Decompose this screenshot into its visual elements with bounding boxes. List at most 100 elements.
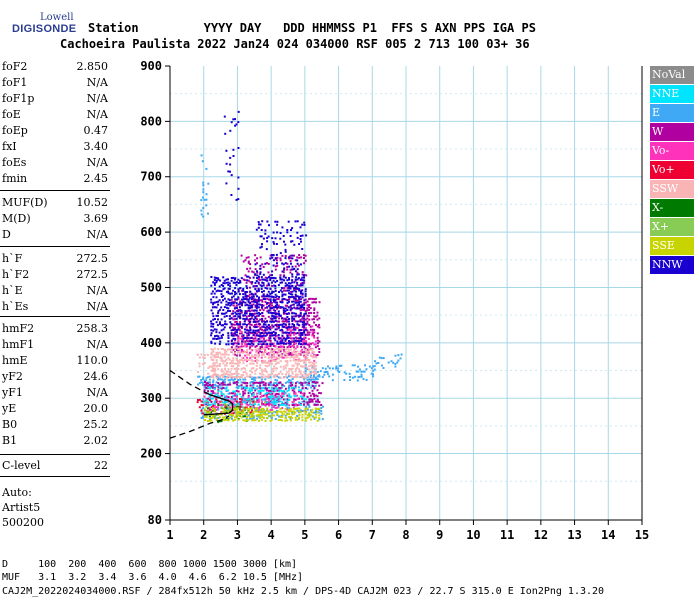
echo-point: [223, 297, 226, 300]
echo-point: [240, 398, 243, 401]
echo-point: [286, 376, 289, 379]
echo-point: [262, 359, 265, 362]
echo-point: [220, 413, 223, 416]
echo-point: [218, 289, 221, 292]
echo-point: [284, 356, 287, 359]
echo-point: [247, 396, 250, 399]
echo-point: [306, 408, 309, 411]
echo-point: [276, 351, 279, 354]
echo-point: [249, 373, 252, 376]
echo-point: [274, 381, 277, 384]
echo-point: [286, 354, 289, 356]
echo-point: [281, 295, 284, 298]
echo-point: [250, 394, 253, 397]
echo-point: [303, 336, 306, 339]
echo-point: [354, 375, 356, 378]
echo-point: [279, 237, 282, 240]
echo-point: [227, 383, 230, 386]
echo-point: [274, 293, 277, 296]
echo-point: [296, 284, 299, 286]
echo-point: [272, 353, 275, 356]
echo-point: [233, 378, 236, 381]
echo-point: [244, 291, 247, 293]
echo-point: [284, 282, 287, 285]
echo-point: [260, 276, 263, 279]
echo-point: [293, 392, 296, 395]
echo-point: [322, 405, 324, 408]
echo-point: [232, 155, 235, 157]
echo-point: [288, 318, 291, 321]
echo-point: [274, 332, 277, 335]
echo-point: [252, 318, 255, 321]
echo-point: [318, 351, 321, 353]
echo-point: [277, 348, 280, 351]
echo-point: [272, 330, 275, 333]
echo-point: [300, 291, 302, 293]
echo-point: [256, 348, 259, 351]
echo-point: [232, 276, 235, 279]
echo-point: [247, 329, 250, 332]
echo-point: [217, 390, 220, 393]
echo-point: [299, 309, 302, 312]
echo-point: [282, 263, 285, 266]
echo-point: [220, 293, 223, 296]
echo-point: [274, 268, 277, 271]
echo-point: [235, 304, 238, 307]
echo-point: [265, 370, 268, 373]
echo-point: [294, 312, 297, 315]
echo-point: [247, 260, 250, 263]
echo-point: [288, 256, 291, 259]
echo-point: [309, 414, 312, 416]
echo-point: [278, 296, 281, 298]
echo-point: [242, 378, 245, 381]
echo-point: [271, 277, 274, 279]
echo-point: [247, 307, 250, 309]
echo-point: [235, 320, 238, 323]
echo-point: [286, 287, 289, 290]
echo-point: [294, 362, 297, 365]
echo-point: [257, 340, 260, 343]
echo-point: [205, 403, 208, 406]
echo-point: [225, 386, 228, 389]
echo-point: [277, 336, 280, 339]
echo-point: [222, 309, 225, 311]
param-row: hmF1 N/A: [2, 338, 108, 353]
echo-point: [272, 367, 275, 370]
echo-point: [233, 409, 236, 412]
y-tick-label: 80: [148, 513, 162, 527]
echo-point: [269, 317, 272, 320]
echo-point: [259, 267, 262, 270]
echo-point: [294, 279, 297, 282]
echo-point: [200, 412, 203, 415]
echo-point: [274, 393, 277, 396]
echo-point: [210, 417, 213, 420]
echo-point: [296, 373, 299, 376]
echo-point: [281, 373, 284, 376]
echo-point: [278, 390, 281, 393]
echo-point: [218, 285, 221, 288]
echo-point: [246, 401, 248, 404]
echo-point: [308, 413, 311, 416]
echo-point: [316, 381, 319, 384]
echo-point: [229, 163, 232, 166]
echo-point: [233, 334, 236, 337]
echo-point: [245, 406, 248, 409]
echo-point: [202, 376, 205, 379]
echo-point: [282, 389, 285, 392]
echo-point: [220, 401, 223, 404]
echo-point: [255, 228, 258, 231]
echo-point: [229, 371, 232, 373]
echo-point: [284, 331, 287, 334]
echo-point: [203, 198, 206, 201]
echo-point: [310, 386, 313, 389]
echo-point: [316, 345, 319, 348]
echo-point: [256, 407, 259, 410]
echo-point: [227, 408, 230, 411]
echo-point: [249, 407, 252, 410]
echo-point: [225, 358, 228, 361]
echo-point: [318, 414, 321, 417]
echo-point: [242, 392, 245, 395]
echo-point: [326, 370, 329, 373]
echo-point: [257, 392, 260, 395]
echo-point: [276, 400, 279, 403]
